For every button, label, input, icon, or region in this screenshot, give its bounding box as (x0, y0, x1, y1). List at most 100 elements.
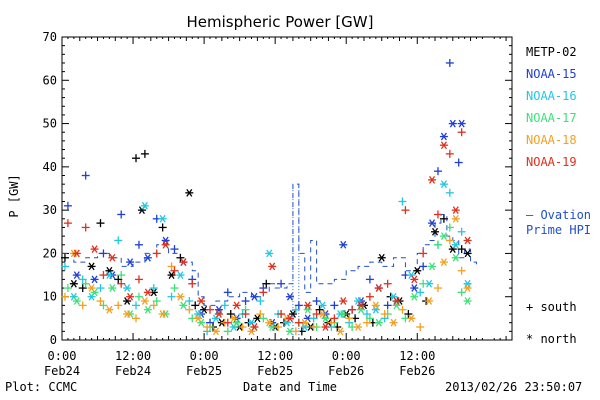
north-point (268, 262, 277, 271)
south-point (134, 240, 143, 249)
south-point (401, 206, 410, 215)
north-point (90, 275, 99, 284)
north-point (354, 297, 363, 305)
north-point (339, 240, 348, 249)
south-point (365, 314, 374, 323)
north-point (158, 310, 167, 318)
south-point (60, 292, 69, 301)
north-point (357, 301, 366, 310)
south-point (383, 279, 392, 288)
south-point (398, 197, 407, 206)
north-point (105, 305, 114, 314)
south-point (220, 301, 229, 310)
south-point (158, 223, 167, 232)
south-point (365, 292, 374, 301)
north-point (265, 318, 274, 327)
south-point (63, 219, 72, 228)
north-point (72, 297, 81, 305)
x-tick-time-label: 12:00 (257, 349, 293, 363)
south-point (383, 301, 392, 310)
north-point (123, 284, 132, 292)
north-point (90, 288, 99, 297)
south-point (114, 301, 123, 310)
north-point (232, 301, 241, 310)
south-point (330, 314, 339, 323)
north-point (448, 245, 457, 253)
south-point (152, 249, 161, 258)
north-point (265, 249, 274, 258)
x-tick-date-label: Feb25 (257, 364, 293, 378)
south-point (315, 305, 324, 314)
south-point (277, 310, 286, 319)
ovation-hpi-series (62, 183, 477, 340)
south-point (380, 310, 389, 319)
north-point (179, 258, 188, 266)
south-point (81, 171, 90, 180)
south-point (99, 249, 108, 258)
south-point (419, 262, 428, 271)
north-point (451, 240, 460, 249)
north-point (428, 175, 437, 184)
south-point (223, 288, 232, 297)
south-point (117, 271, 126, 280)
north-point (451, 206, 460, 215)
north-point (197, 318, 206, 327)
north-point (336, 327, 345, 336)
legend-entry-noaa-15: NOAA-15 (526, 67, 577, 81)
south-point (291, 327, 300, 336)
series-noaa-15 (63, 58, 466, 327)
north-point (229, 314, 238, 323)
south-point (404, 310, 413, 319)
south-point (117, 210, 126, 219)
y-tick-label: 0 (50, 333, 57, 347)
north-point (126, 292, 135, 301)
north-point (448, 119, 457, 128)
south-point (134, 275, 143, 284)
north-point (392, 297, 401, 305)
south-point (60, 262, 69, 271)
south-point (170, 266, 179, 275)
north-point (176, 271, 185, 279)
south-point (274, 323, 283, 332)
north-point (457, 119, 466, 128)
y-tick-label: 60 (43, 73, 57, 87)
series-noaa-16 (60, 180, 472, 336)
north-point (439, 141, 448, 150)
south-point (185, 305, 194, 314)
north-point (318, 301, 327, 310)
north-point (463, 236, 472, 245)
south-point (114, 275, 123, 284)
south-point (291, 305, 300, 314)
south-point (96, 219, 105, 228)
south-point (223, 318, 232, 327)
north-point (451, 253, 460, 262)
south-point (439, 214, 448, 223)
north-point (158, 214, 167, 223)
south-point (140, 149, 149, 158)
south-point (457, 227, 466, 236)
x-tick-time-label: 0:00 (332, 349, 361, 363)
north-point (211, 327, 220, 336)
south-point (185, 297, 194, 306)
north-point (357, 305, 366, 314)
x-tick-date-label: Feb24 (44, 364, 80, 378)
south-point (433, 240, 442, 249)
series-metp-02 (60, 149, 472, 336)
north-point (439, 132, 448, 141)
north-point (285, 292, 294, 301)
north-point (247, 327, 256, 336)
south-point (259, 314, 268, 323)
north-point (194, 314, 203, 323)
south-point (457, 245, 466, 254)
x-tick-date-label: Feb24 (115, 364, 151, 378)
south-point (457, 288, 466, 297)
legend-entry-noaa-18: NOAA-18 (526, 133, 577, 147)
south-point (78, 275, 87, 284)
north-point (463, 279, 472, 288)
north-point (463, 297, 472, 305)
south-point (312, 297, 321, 306)
y-axis-label: P [GW] (7, 174, 21, 217)
south-point (78, 301, 87, 310)
south-point (416, 323, 425, 332)
north-point (140, 201, 149, 210)
